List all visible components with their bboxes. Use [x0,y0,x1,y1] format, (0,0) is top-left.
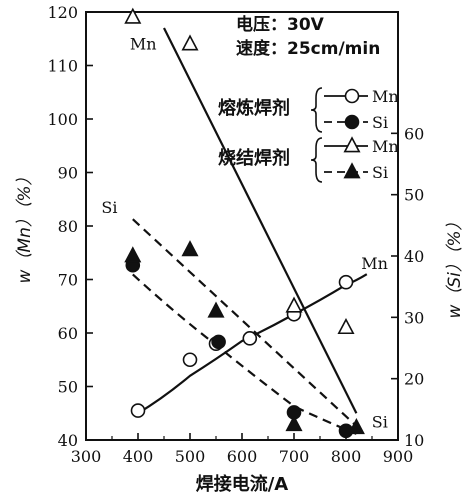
y-right-tick-label: 40 [404,247,424,266]
x-tick-label: 700 [279,447,310,466]
y-right-axis-label: w（Si）（%） [445,213,465,318]
data-point-mn-open-circle [338,274,354,290]
data-point-mn-open-triangle [181,34,199,51]
trend-lines [132,27,368,435]
x-axis-label: 焊接电流/A [196,473,289,495]
y-right-tick-label: 50 [404,186,424,205]
curve-label-mn: Mn [130,34,157,53]
x-tick-label: 500 [175,447,206,466]
y-left-tick-label: 110 [47,57,78,76]
x-tick-label: 300 [71,447,102,466]
ticks: 300 400 500 600 700 800 900 40 50 60 70 80 90 100 110 1… [47,3,424,466]
trend-line-si-dashed [132,218,363,432]
data-point-si-filled-circle [211,334,226,350]
y-right-tick-label: 20 [404,370,424,389]
y-left-tick-label: 50 [58,378,78,397]
data-point-mn-open-circle [242,331,258,346]
y-left-tick-label: 60 [58,324,78,343]
data-markers [124,7,365,439]
y-left-tick-label: 80 [58,217,78,236]
curve-label-si: Si [101,198,117,217]
y-right-tick-label: 10 [404,431,424,450]
data-point-mn-open-triangle [337,317,355,335]
annotations: Mn Mn Si Si 电压：30V 速度：25cm/min [101,14,388,432]
legend-marker-filled-triangle [343,162,361,179]
curve-label-mn: Mn [361,254,388,273]
x-tick-label: 600 [227,447,258,466]
curve-label-si: Si [372,413,388,432]
legend-entry-label: Si [372,113,388,132]
data-point-mn-open-circle [182,352,198,368]
trend-line-si-dashed [132,273,357,435]
legend-entry-label: Mn [372,137,399,156]
legend-brace [310,137,323,183]
data-point-mn-open-triangle [124,7,142,24]
data-point-si-filled-triangle [285,414,303,432]
legend-brace [310,87,323,133]
legend-group-label: 烧结焊剂 [218,147,290,169]
legend: 熔炼焊剂 Mn Si 烧结焊剂 Mn Si [218,87,399,183]
x-tick-label: 800 [331,447,362,466]
plot-frame [85,11,399,441]
y-left-axis-label: w（Mn）（%） [15,169,35,284]
legend-group-label: 熔炼焊剂 [218,97,290,119]
condition-text: 电压：30V [236,14,325,35]
y-left-tick-label: 120 [47,3,78,22]
y-left-tick-label: 90 [58,164,78,183]
x-tick-label: 400 [123,447,154,466]
data-point-si-filled-triangle [347,418,365,435]
data-point-mn-open-circle [130,403,146,418]
y-left-tick-label: 100 [47,110,78,129]
data-point-mn-open-triangle [285,296,303,313]
legend-entry-label: Si [372,163,388,182]
legend-marker-open-triangle [343,136,361,153]
data-point-si-filled-triangle [207,301,225,318]
condition-text: 速度：25cm/min [236,38,380,59]
x-tick-label: 900 [383,447,414,466]
legend-entry-label: Mn [372,87,399,106]
data-point-si-filled-triangle [124,246,142,263]
legend-marker-open-circle [344,88,360,104]
y-right-tick-label: 30 [404,308,424,327]
axes: 焊接电流/A w（Mn）（%） w（Si）（%） [15,11,465,495]
y-left-tick-label: 70 [58,271,78,290]
trend-line-mn-solid [163,27,358,414]
y-left-tick-label: 40 [58,431,78,450]
legend-marker-filled-circle [344,114,360,130]
y-right-tick-label: 60 [404,124,424,143]
data-point-si-filled-triangle [181,240,199,257]
